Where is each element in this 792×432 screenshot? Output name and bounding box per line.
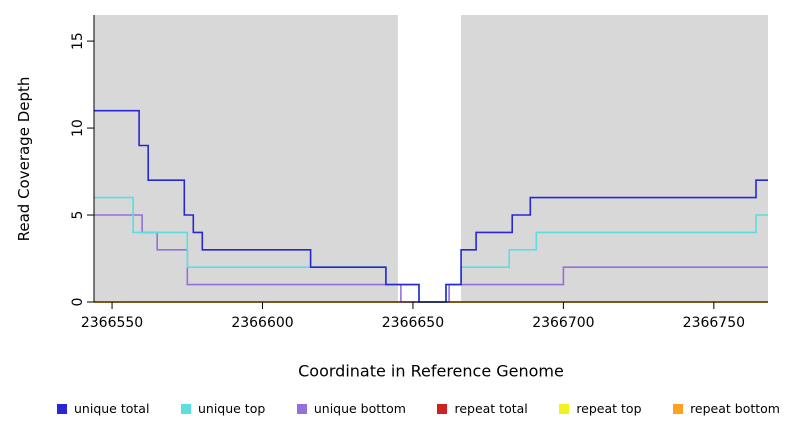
legend-item-unique-total: unique total bbox=[57, 401, 149, 416]
x-tick-label: 2366650 bbox=[382, 315, 444, 331]
y-axis-title: Read Coverage Depth bbox=[15, 76, 33, 242]
y-tick-label: 10 bbox=[70, 119, 86, 137]
legend-swatch bbox=[180, 403, 191, 414]
legend-label: repeat total bbox=[454, 401, 528, 416]
legend-item-repeat-total: repeat total bbox=[437, 401, 528, 416]
x-tick-label: 2366600 bbox=[231, 315, 293, 331]
legend-item-repeat-top: repeat top bbox=[559, 401, 642, 416]
legend: unique total unique top unique bottom repea… bbox=[0, 401, 792, 416]
legend-label: repeat top bbox=[576, 401, 642, 416]
legend-swatch bbox=[437, 403, 448, 414]
legend-swatch bbox=[559, 403, 570, 414]
legend-label: unique bottom bbox=[313, 401, 406, 416]
legend-label: unique top bbox=[197, 401, 266, 416]
x-tick-label: 2366550 bbox=[81, 315, 143, 331]
x-tick-label: 2366700 bbox=[532, 315, 594, 331]
legend-item-unique-top: unique top bbox=[180, 401, 266, 416]
y-tick-label: 0 bbox=[70, 298, 86, 307]
legend-swatch bbox=[673, 403, 684, 414]
legend-item-unique-bottom: unique bottom bbox=[296, 401, 406, 416]
gap-region bbox=[397, 15, 462, 302]
x-axis-title: Coordinate in Reference Genome bbox=[298, 361, 564, 381]
legend-item-repeat-bottom: repeat bottom bbox=[673, 401, 780, 416]
legend-label: unique total bbox=[74, 401, 150, 416]
x-tick-label: 2366750 bbox=[683, 315, 745, 331]
series-unique-total bbox=[94, 109, 768, 303]
y-tick-label: 5 bbox=[70, 211, 86, 220]
legend-swatch bbox=[296, 403, 307, 414]
legend-label: repeat bottom bbox=[690, 401, 780, 416]
legend-swatch bbox=[57, 403, 67, 414]
y-tick-label: 15 bbox=[70, 32, 86, 50]
